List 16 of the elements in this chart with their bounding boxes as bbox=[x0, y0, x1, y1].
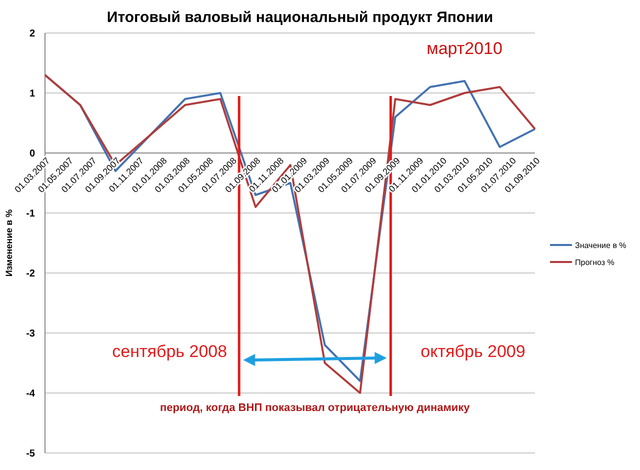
legend-label: Значение в % bbox=[575, 240, 626, 250]
chart-title: Итоговый валовый национальный продукт Японии bbox=[106, 9, 494, 26]
y-tick-label: -4 bbox=[26, 388, 36, 400]
y-tick-label: 2 bbox=[29, 28, 36, 40]
annotation: март2010 bbox=[426, 39, 502, 58]
y-tick-label: -2 bbox=[26, 268, 36, 280]
y-tick-label: -5 bbox=[26, 448, 36, 460]
y-axis-title: Изменение в % bbox=[4, 209, 14, 277]
annotation: период, когда ВНП показывал отрицательную динамику bbox=[160, 402, 471, 414]
y-tick-label: -1 bbox=[26, 208, 36, 220]
ref-line-label: сентябрь 2008 bbox=[112, 342, 228, 361]
y-tick-label: 1 bbox=[29, 88, 36, 100]
legend-label: Прогноз % bbox=[575, 258, 614, 267]
y-tick-label: 0 bbox=[29, 148, 36, 160]
ref-line-label: октябрь 2009 bbox=[420, 342, 526, 361]
y-tick-label: -3 bbox=[26, 328, 36, 340]
